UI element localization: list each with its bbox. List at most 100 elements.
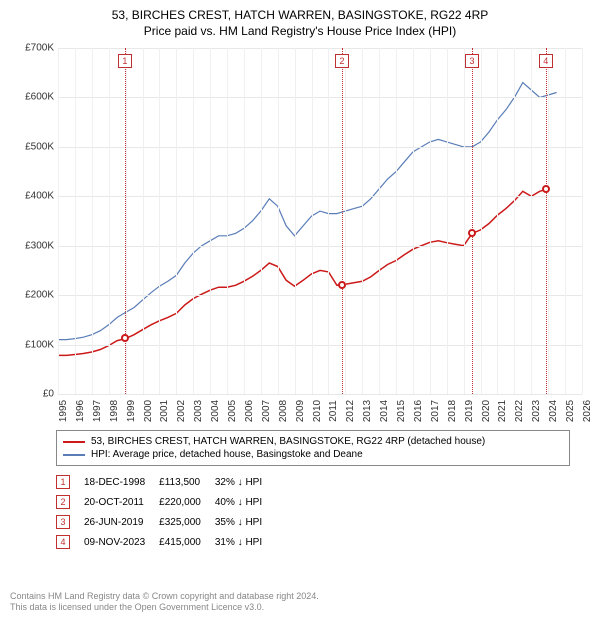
x-tick-label: 1999 bbox=[126, 400, 137, 422]
row-date: 09-NOV-2023 bbox=[84, 532, 159, 552]
x-tick-label: 2002 bbox=[176, 400, 187, 422]
x-tick-label: 2014 bbox=[379, 400, 390, 422]
transaction-marker-label: 3 bbox=[465, 54, 479, 68]
legend-item: HPI: Average price, detached house, Basi… bbox=[63, 448, 563, 461]
gridline-vertical bbox=[565, 48, 566, 394]
chart-area: £0£100K£200K£300K£400K£500K£600K£700K 12… bbox=[10, 44, 590, 424]
row-date: 26-JUN-2019 bbox=[84, 512, 159, 532]
gridline-horizontal bbox=[58, 147, 582, 148]
gridline-horizontal bbox=[58, 295, 582, 296]
gridline-vertical bbox=[278, 48, 279, 394]
gridline-vertical bbox=[430, 48, 431, 394]
row-price: £220,000 bbox=[159, 492, 215, 512]
line-series-svg bbox=[58, 48, 582, 394]
transaction-marker-line bbox=[546, 48, 547, 394]
gridline-vertical bbox=[345, 48, 346, 394]
gridline-vertical bbox=[396, 48, 397, 394]
legend-item: 53, BIRCHES CREST, HATCH WARREN, BASINGS… bbox=[63, 435, 563, 448]
x-tick-label: 1998 bbox=[109, 400, 120, 422]
x-tick-label: 2016 bbox=[413, 400, 424, 422]
x-tick-label: 2026 bbox=[582, 400, 593, 422]
x-tick-label: 2024 bbox=[548, 400, 559, 422]
row-price: £325,000 bbox=[159, 512, 215, 532]
gridline-vertical bbox=[548, 48, 549, 394]
y-tick-label: £700K bbox=[25, 43, 54, 54]
gridline-vertical bbox=[227, 48, 228, 394]
legend-label: HPI: Average price, detached house, Basi… bbox=[91, 449, 363, 460]
gridline-vertical bbox=[159, 48, 160, 394]
gridline-vertical bbox=[497, 48, 498, 394]
transaction-datapoint bbox=[468, 229, 476, 237]
gridline-vertical bbox=[582, 48, 583, 394]
x-tick-label: 2023 bbox=[531, 400, 542, 422]
y-tick-label: £300K bbox=[25, 240, 54, 251]
x-tick-label: 2013 bbox=[362, 400, 373, 422]
x-tick-label: 2010 bbox=[312, 400, 323, 422]
gridline-vertical bbox=[210, 48, 211, 394]
chart-title: 53, BIRCHES CREST, HATCH WARREN, BASINGS… bbox=[10, 8, 590, 22]
row-date: 20-OCT-2011 bbox=[84, 492, 159, 512]
table-row: 118-DEC-1998£113,50032% ↓ HPI bbox=[56, 472, 276, 492]
gridline-vertical bbox=[261, 48, 262, 394]
transaction-marker-label: 4 bbox=[539, 54, 553, 68]
transaction-marker-line bbox=[125, 48, 126, 394]
gridline-vertical bbox=[413, 48, 414, 394]
transaction-marker-label: 2 bbox=[335, 54, 349, 68]
gridline-horizontal bbox=[58, 48, 582, 49]
y-tick-label: £100K bbox=[25, 339, 54, 350]
gridline-vertical bbox=[58, 48, 59, 394]
y-tick-label: £0 bbox=[43, 389, 54, 400]
gridline-vertical bbox=[514, 48, 515, 394]
row-marker: 1 bbox=[56, 475, 70, 489]
table-row: 2 20-OCT-2011£220,00040% ↓ HPI bbox=[56, 492, 276, 512]
x-tick-label: 2000 bbox=[143, 400, 154, 422]
x-tick-label: 2015 bbox=[396, 400, 407, 422]
transaction-marker-label: 1 bbox=[118, 54, 132, 68]
x-tick-label: 1996 bbox=[75, 400, 86, 422]
gridline-vertical bbox=[244, 48, 245, 394]
x-tick-label: 2021 bbox=[497, 400, 508, 422]
gridline-vertical bbox=[362, 48, 363, 394]
plot-area: 1 2 3 4 bbox=[58, 48, 582, 394]
row-pct: 31% ↓ HPI bbox=[215, 532, 276, 552]
x-tick-label: 2009 bbox=[295, 400, 306, 422]
y-tick-label: £200K bbox=[25, 290, 54, 301]
gridline-vertical bbox=[328, 48, 329, 394]
row-marker: 3 bbox=[56, 515, 70, 529]
legend: 53, BIRCHES CREST, HATCH WARREN, BASINGS… bbox=[56, 430, 570, 466]
legend-swatch bbox=[63, 454, 85, 456]
x-axis: 1995199619971998199920002001200220032004… bbox=[58, 394, 582, 424]
row-marker: 4 bbox=[56, 535, 70, 549]
gridline-vertical bbox=[295, 48, 296, 394]
gridline-vertical bbox=[92, 48, 93, 394]
row-pct: 40% ↓ HPI bbox=[215, 492, 276, 512]
row-marker: 2 bbox=[56, 495, 70, 509]
x-tick-label: 2025 bbox=[565, 400, 576, 422]
footer-attribution: Contains HM Land Registry data © Crown c… bbox=[10, 591, 319, 614]
gridline-horizontal bbox=[58, 97, 582, 98]
y-tick-label: £500K bbox=[25, 141, 54, 152]
gridline-vertical bbox=[481, 48, 482, 394]
gridline-vertical bbox=[75, 48, 76, 394]
row-date: 18-DEC-1998 bbox=[84, 472, 159, 492]
x-tick-label: 2017 bbox=[430, 400, 441, 422]
series-hpi bbox=[58, 83, 557, 340]
x-tick-label: 2003 bbox=[193, 400, 204, 422]
legend-swatch bbox=[63, 441, 85, 443]
transaction-datapoint bbox=[542, 185, 550, 193]
gridline-vertical bbox=[531, 48, 532, 394]
gridline-horizontal bbox=[58, 246, 582, 247]
row-pct: 35% ↓ HPI bbox=[215, 512, 276, 532]
transaction-datapoint bbox=[338, 281, 346, 289]
transaction-marker-line bbox=[472, 48, 473, 394]
x-tick-label: 2006 bbox=[244, 400, 255, 422]
gridline-vertical bbox=[176, 48, 177, 394]
table-row: 3 26-JUN-2019£325,00035% ↓ HPI bbox=[56, 512, 276, 532]
gridline-horizontal bbox=[58, 345, 582, 346]
series-price_paid bbox=[58, 189, 548, 356]
x-tick-label: 2020 bbox=[481, 400, 492, 422]
table-row: 409-NOV-2023£415,00031% ↓ HPI bbox=[56, 532, 276, 552]
chart-title-block: 53, BIRCHES CREST, HATCH WARREN, BASINGS… bbox=[0, 0, 600, 44]
gridline-vertical bbox=[447, 48, 448, 394]
footer-line-2: This data is licensed under the Open Gov… bbox=[10, 602, 319, 614]
